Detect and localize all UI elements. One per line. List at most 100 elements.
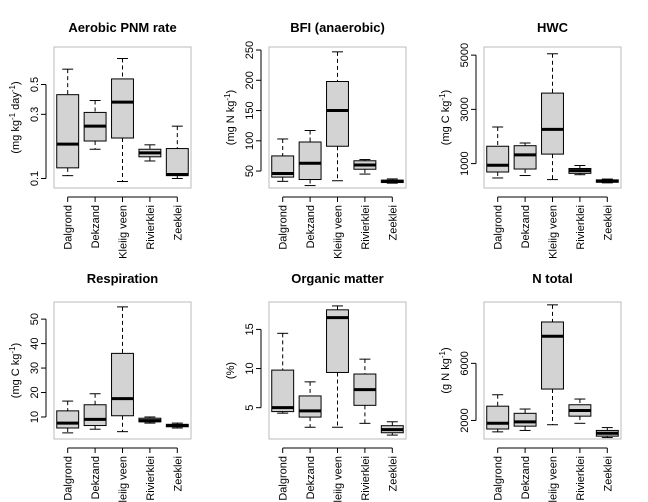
y-tick-label: 200 <box>244 71 256 89</box>
y-tick-label: 50 <box>244 165 256 177</box>
x-tick-label: Dekzand <box>520 205 532 248</box>
plot-frame <box>268 46 407 189</box>
iqr-box <box>298 395 322 418</box>
x-tick-label: Dalgrond <box>278 456 290 501</box>
x-tick-label: Zeeklei <box>602 456 614 491</box>
y-axis-label-text: ) <box>10 81 22 85</box>
y-tick-label: 30 <box>29 362 41 374</box>
iqr-box <box>541 321 564 390</box>
y-tick-label: 150 <box>244 101 256 119</box>
x-tick-label: Kleiig veen <box>118 205 130 259</box>
box-zeeklei <box>380 178 404 184</box>
box-dekzand <box>298 130 322 187</box>
y-tick-label: 20 <box>29 386 41 398</box>
y-tick-label: 15 <box>244 323 256 335</box>
iqr-box <box>56 410 80 429</box>
iqr-box <box>271 369 295 413</box>
x-tick-label: Dekzand <box>520 456 532 499</box>
iqr-box <box>298 141 322 181</box>
iqr-box <box>513 145 537 170</box>
x-tick-label: Kleiig veen <box>548 205 560 259</box>
y-axis-label-text: (%) <box>225 362 237 379</box>
panel-title: HWC <box>537 20 569 35</box>
y-tick-label: 0.1 <box>29 171 41 186</box>
plot-frame <box>53 46 192 189</box>
y-tick-label: 250 <box>244 41 256 59</box>
box-dekzand <box>513 142 537 177</box>
x-tick-label: Kleiig veen <box>118 456 130 502</box>
box-kleiig-veen <box>541 304 564 426</box>
box-kleiig-veen <box>326 51 349 182</box>
y-axis-label: (mg N kg-1) <box>223 90 237 145</box>
y-axis-label-superscript: -1 <box>438 351 447 359</box>
iqr-box <box>56 94 80 169</box>
x-tick-label: Zeeklei <box>602 205 614 240</box>
y-axis-label: (g N kg-1) <box>438 347 452 393</box>
x-tick-label: Rivierklei <box>575 205 587 250</box>
x-tick-label: Rivierklei <box>145 205 157 250</box>
box-rivierklei <box>568 164 592 176</box>
x-tick-label: Rivierklei <box>575 456 587 501</box>
y-axis-label-superscript: -1 <box>223 93 232 101</box>
x-tick-label: Rivierklei <box>145 456 157 501</box>
box-zeeklei <box>165 422 189 429</box>
y-axis-label-text: ) <box>225 90 237 94</box>
iqr-box <box>111 352 134 417</box>
iqr-box <box>541 92 564 155</box>
y-tick-label: 3000 <box>459 97 471 121</box>
iqr-box <box>486 405 510 430</box>
y-axis-label-text: ) <box>440 347 452 351</box>
y-tick-label: 6000 <box>459 351 471 375</box>
panel-6: N total 2000 6000 (g N kg-1) Dalgrond Dekzand… <box>438 271 622 502</box>
y-axis-label-superscript: -1 <box>438 93 447 101</box>
plot-frame <box>483 301 622 440</box>
box-dekzand <box>513 408 537 431</box>
y-axis-label-text: (mg N kg <box>225 101 237 146</box>
x-tick-label: Zeeklei <box>387 456 399 491</box>
x-tick-label: Zeeklei <box>172 205 184 240</box>
box-dekzand <box>298 381 322 428</box>
box-dalgrond <box>271 332 295 414</box>
panel-title: Aerobic PNM rate <box>68 20 176 35</box>
y-axis-label-text: ) <box>440 90 452 94</box>
box-dalgrond <box>486 394 510 433</box>
iqr-box <box>513 412 537 427</box>
box-dekzand <box>83 393 107 430</box>
y-axis-label: (mg C kg-1) <box>8 343 22 398</box>
panel-title: BFI (anaerobic) <box>290 20 385 35</box>
x-tick-label: Dalgrond <box>493 205 505 250</box>
box-zeeklei <box>595 178 619 184</box>
box-dalgrond <box>56 400 80 434</box>
panel-4: Respiration 10 20 30 40 50 (mg C kg-1) Dalgrond… <box>8 271 192 502</box>
box-dekzand <box>83 100 107 150</box>
box-dalgrond <box>486 126 510 179</box>
box-rivierklei <box>353 358 377 424</box>
y-axis-label-superscript: -1 <box>8 346 17 354</box>
y-tick-label: 2000 <box>459 408 471 432</box>
x-tick-label: Dekzand <box>90 456 102 499</box>
box-rivierklei <box>138 416 162 424</box>
panel-title: N total <box>532 271 572 286</box>
panel-title: Respiration <box>87 271 159 286</box>
x-tick-label: Dalgrond <box>493 456 505 501</box>
iqr-box <box>83 404 107 427</box>
y-axis-label-text: (g N kg <box>440 358 452 393</box>
x-tick-label: Dekzand <box>305 456 317 499</box>
y-axis-label-text: day <box>10 92 22 113</box>
y-axis-label: (mg kg-1 day-1) <box>8 81 22 153</box>
box-zeeklei <box>595 427 619 439</box>
box-rivierklei <box>353 159 377 175</box>
box-zeeklei <box>380 421 404 436</box>
x-tick-label: Zeeklei <box>172 456 184 491</box>
y-tick-label: 40 <box>29 337 41 349</box>
iqr-box <box>165 148 189 177</box>
iqr-box <box>326 309 349 373</box>
panel-5: Organic matter 5 10 15 (%) Dalgrond Dekzand Kle… <box>225 271 407 502</box>
y-axis-label-superscript: -1 <box>8 84 17 92</box>
box-kleiig-veen <box>111 58 134 183</box>
y-tick-label: 5000 <box>459 43 471 67</box>
plot-frame <box>268 301 407 440</box>
plot-frame <box>483 46 622 189</box>
